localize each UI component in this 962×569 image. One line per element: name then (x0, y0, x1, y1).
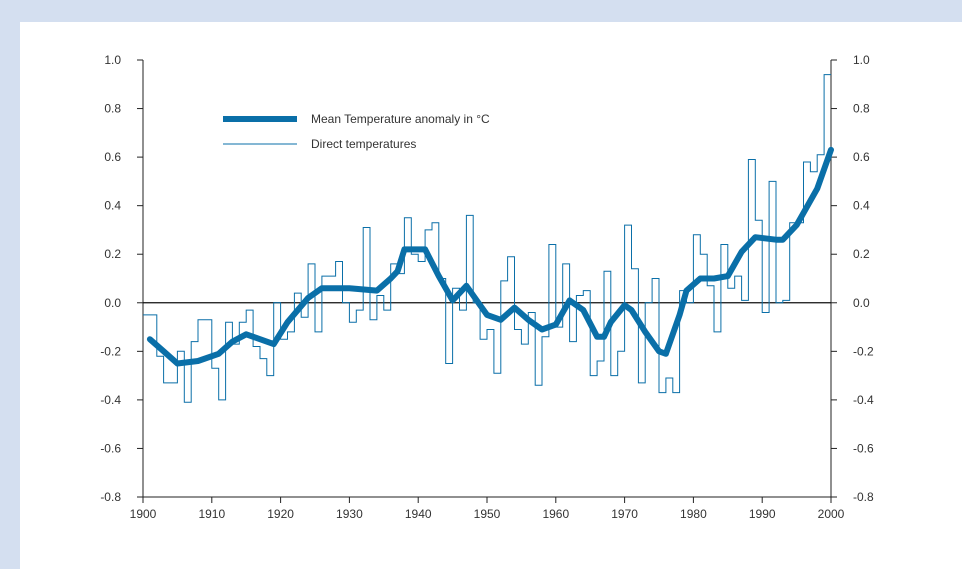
x-tick-label: 1950 (474, 507, 501, 521)
y-tick-label-left: 0.8 (104, 102, 121, 116)
series-mean-temperature-anomaly (146, 146, 834, 367)
legend: Mean Temperature anomaly in °C Direct te… (223, 112, 490, 151)
y-tick-label-right: 0.4 (853, 199, 870, 213)
x-tick-label: 1940 (405, 507, 432, 521)
y-tick-label-left: 0.6 (104, 150, 121, 164)
y-tick-label-right: 0.8 (853, 102, 870, 116)
y-tick-label-right: -0.2 (853, 344, 874, 358)
x-tick-label: 1920 (267, 507, 294, 521)
chart-panel: 1.0 1.0 0.8 0.8 0.6 0.6 0.4 0.4 0.2 0.2 0.0 0.0 -0.2… (20, 22, 962, 569)
y-tick-label-right: -0.4 (853, 393, 874, 407)
y-tick-label-left: 0.4 (104, 199, 121, 213)
legend-label-direct: Direct temperatures (311, 137, 416, 151)
x-tick-label: 1910 (198, 507, 225, 521)
y-tick-label-left: -0.8 (100, 490, 121, 504)
x-tick-label: 1980 (680, 507, 707, 521)
y-tick-label-left: 1.0 (104, 53, 121, 67)
y-tick-label-left: -0.2 (100, 344, 121, 358)
temperature-anomaly-chart: 1.0 1.0 0.8 0.8 0.6 0.6 0.4 0.4 0.2 0.2 0.0 0.0 -0.2… (100, 53, 874, 521)
x-tick-label: 1930 (336, 507, 363, 521)
y-tick-label-right: -0.6 (853, 441, 874, 455)
y-tick-label-left: -0.6 (100, 441, 121, 455)
y-tick-label-right: 0.0 (853, 296, 870, 310)
ticks (137, 59, 837, 503)
x-tick-label: 1970 (611, 507, 638, 521)
y-tick-label-right: 1.0 (853, 53, 870, 67)
x-tick-label: 2000 (818, 507, 845, 521)
x-tick-label: 1900 (130, 507, 157, 521)
y-tick-label-right: -0.8 (853, 490, 874, 504)
tick-labels: 1.0 1.0 0.8 0.8 0.6 0.6 0.4 0.4 0.2 0.2 0.0 0.0 -0.2… (100, 53, 874, 521)
y-tick-label-left: -0.4 (100, 393, 121, 407)
x-tick-label: 1990 (749, 507, 776, 521)
y-tick-label-right: 0.6 (853, 150, 870, 164)
legend-label-mean: Mean Temperature anomaly in °C (311, 112, 490, 126)
y-tick-label-left: 0.0 (104, 296, 121, 310)
y-tick-label-right: 0.2 (853, 247, 870, 261)
y-tick-label-left: 0.2 (104, 247, 121, 261)
series-layer (143, 74, 834, 403)
x-tick-label: 1960 (542, 507, 569, 521)
series-direct-temperatures (143, 74, 831, 403)
